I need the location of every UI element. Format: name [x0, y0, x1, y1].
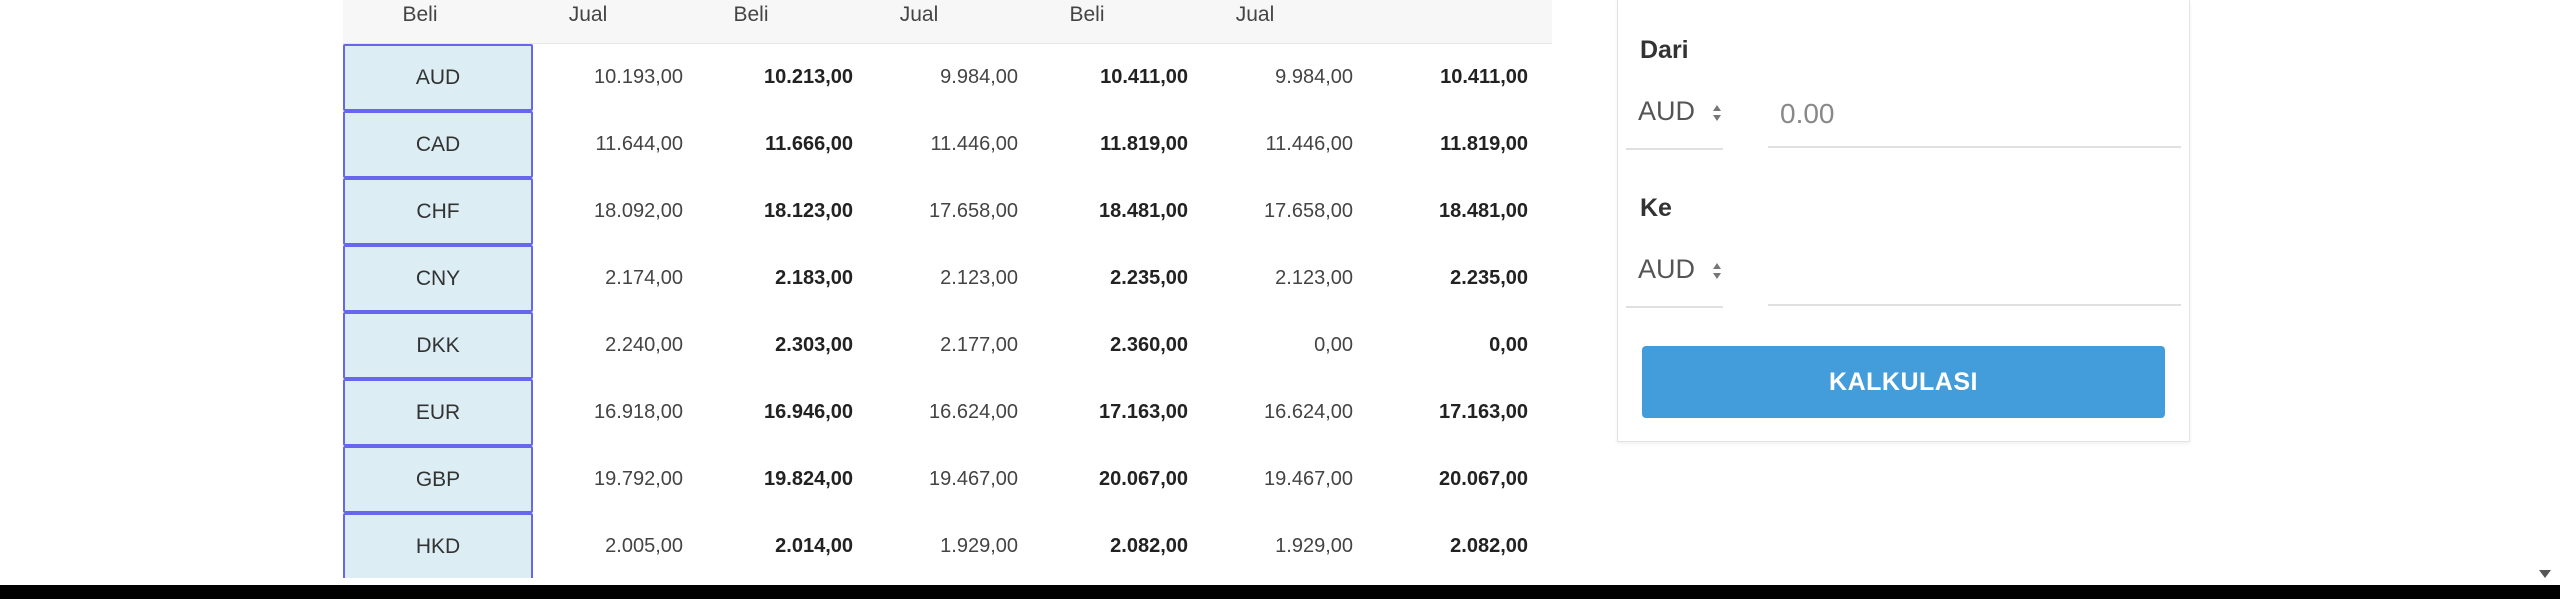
header-jual-3: Jual — [1235, 3, 1275, 26]
from-currency-select[interactable]: AUD — [1626, 82, 1723, 150]
buy-rate-cell: 16.918,00 — [594, 401, 683, 423]
sell-rate-cell: 2.082,00 — [1450, 535, 1528, 557]
table-row: CHF 18.092,00 18.123,00 17.658,00 18.481,00 1… — [343, 178, 1552, 246]
sell-rate-cell: 20.067,00 — [1099, 468, 1188, 490]
currency-code-button[interactable]: CAD — [343, 111, 533, 178]
buy-rate-cell: 11.446,00 — [1265, 133, 1354, 155]
table-row: EUR 16.918,00 16.946,00 16.624,00 17.163,00 1… — [343, 379, 1552, 447]
currency-code-button[interactable]: AUD — [343, 44, 533, 111]
sell-rate-cell: 2.235,00 — [1450, 267, 1528, 289]
sell-rate-cell: 2.303,00 — [775, 334, 853, 356]
header-jual-2: Jual — [899, 3, 939, 26]
buy-rate-cell: 17.658,00 — [929, 200, 1018, 222]
buy-rate-cell: 2.177,00 — [940, 334, 1018, 356]
to-currency-select[interactable]: AUD — [1626, 240, 1723, 308]
sell-rate-cell: 0,00 — [1489, 334, 1528, 356]
sell-rate-cell: 11.819,00 — [1440, 133, 1528, 155]
buy-rate-cell: 0,00 — [1314, 334, 1353, 356]
scroll-down-arrow-icon[interactable] — [2537, 568, 2553, 580]
select-arrows-icon — [1713, 105, 1721, 121]
to-amount-input[interactable] — [1768, 240, 2181, 306]
buy-rate-cell: 16.624,00 — [929, 401, 1018, 423]
buy-rate-cell: 17.658,00 — [1264, 200, 1353, 222]
table-row: CAD 11.644,00 11.666,00 11.446,00 11.819,00 1… — [343, 111, 1552, 179]
calculate-button[interactable]: KALKULASI — [1642, 346, 2165, 418]
sell-rate-cell: 11.819,00 — [1100, 133, 1188, 155]
buy-rate-cell: 2.005,00 — [605, 535, 683, 557]
table-row: DKK 2.240,00 2.303,00 2.177,00 2.360,00 0,00 0… — [343, 312, 1552, 380]
sell-rate-cell: 11.666,00 — [765, 133, 853, 155]
sell-rate-cell: 18.481,00 — [1439, 200, 1528, 222]
from-label: Dari — [1640, 36, 1689, 64]
bottom-bar — [0, 585, 2560, 599]
sell-rate-cell: 17.163,00 — [1099, 401, 1188, 423]
buy-rate-cell: 9.984,00 — [940, 66, 1018, 88]
sell-rate-cell: 2.014,00 — [775, 535, 853, 557]
buy-rate-cell: 16.624,00 — [1264, 401, 1353, 423]
buy-rate-cell: 11.644,00 — [595, 133, 684, 155]
buy-rate-cell: 10.193,00 — [594, 66, 683, 88]
from-currency-value: AUD — [1638, 96, 1696, 126]
sell-rate-cell: 10.411,00 — [1440, 66, 1528, 88]
header-beli-1: Beli — [402, 3, 438, 26]
sell-rate-cell: 17.163,00 — [1439, 401, 1528, 423]
buy-rate-cell: 18.092,00 — [594, 200, 683, 222]
select-arrows-icon — [1713, 263, 1721, 279]
table-row: CNY 2.174,00 2.183,00 2.123,00 2.235,00 2.123… — [343, 245, 1552, 313]
currency-code-button[interactable]: GBP — [343, 446, 533, 513]
sell-rate-cell: 16.946,00 — [764, 401, 853, 423]
currency-code-button[interactable]: CHF — [343, 178, 533, 245]
sell-rate-cell: 2.235,00 — [1110, 267, 1188, 289]
currency-code-button[interactable]: DKK — [343, 312, 533, 379]
table-row: GBP 19.792,00 19.824,00 19.467,00 20.067,00 1… — [343, 446, 1552, 514]
header-beli-2: Beli — [733, 3, 769, 26]
header-beli-3: Beli — [1069, 3, 1105, 26]
buy-rate-cell: 19.467,00 — [929, 468, 1018, 490]
buy-rate-cell: 19.467,00 — [1264, 468, 1353, 490]
sell-rate-cell: 19.824,00 — [764, 468, 853, 490]
from-amount-input[interactable] — [1768, 82, 2181, 148]
buy-rate-cell: 1.929,00 — [940, 535, 1018, 557]
buy-rate-cell: 1.929,00 — [1275, 535, 1353, 557]
sell-rate-cell: 2.183,00 — [775, 267, 853, 289]
buy-rate-cell: 2.240,00 — [605, 334, 683, 356]
to-label: Ke — [1640, 194, 1672, 222]
sell-rate-cell: 10.411,00 — [1100, 66, 1188, 88]
sell-rate-cell: 18.481,00 — [1099, 200, 1188, 222]
exchange-rate-table: Beli Jual Beli Jual Beli Jual AUD 10.193,… — [343, 0, 1552, 578]
sell-rate-cell: 18.123,00 — [764, 200, 853, 222]
buy-rate-cell: 11.446,00 — [930, 133, 1019, 155]
sell-rate-cell: 2.082,00 — [1110, 535, 1188, 557]
currency-calculator: Dari AUD Ke AUD KALKULASI — [1617, 0, 2190, 442]
table-header: Beli Jual Beli Jual Beli Jual — [343, 0, 1552, 44]
buy-rate-cell: 2.174,00 — [605, 267, 683, 289]
buy-rate-cell: 19.792,00 — [594, 468, 683, 490]
buy-rate-cell: 2.123,00 — [1275, 267, 1353, 289]
table-row: AUD 10.193,00 10.213,00 9.984,00 10.411,00 9.… — [343, 44, 1552, 112]
currency-code-button[interactable]: HKD — [343, 513, 533, 578]
table-row: HKD 2.005,00 2.014,00 1.929,00 2.082,00 1.929… — [343, 513, 1552, 578]
buy-rate-cell: 2.123,00 — [940, 267, 1018, 289]
buy-rate-cell: 9.984,00 — [1275, 66, 1353, 88]
currency-code-button[interactable]: CNY — [343, 245, 533, 312]
to-currency-value: AUD — [1638, 254, 1696, 284]
sell-rate-cell: 10.213,00 — [764, 66, 853, 88]
sell-rate-cell: 2.360,00 — [1110, 334, 1188, 356]
currency-code-button[interactable]: EUR — [343, 379, 533, 446]
header-jual-1: Jual — [568, 3, 608, 26]
sell-rate-cell: 20.067,00 — [1439, 468, 1528, 490]
